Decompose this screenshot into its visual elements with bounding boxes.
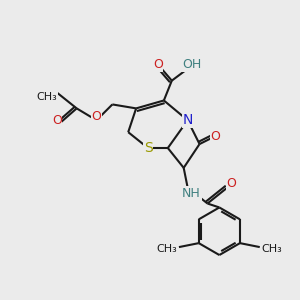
Text: CH₃: CH₃ [37,92,57,101]
Text: O: O [226,177,236,190]
Text: O: O [153,58,163,71]
Text: NH: NH [182,187,201,200]
Text: S: S [144,141,152,155]
Text: OH: OH [182,58,201,71]
Text: O: O [211,130,220,142]
Text: CH₃: CH₃ [157,244,177,254]
Text: O: O [52,114,62,127]
Text: O: O [92,110,101,123]
Text: CH₃: CH₃ [261,244,282,254]
Text: N: N [182,113,193,127]
